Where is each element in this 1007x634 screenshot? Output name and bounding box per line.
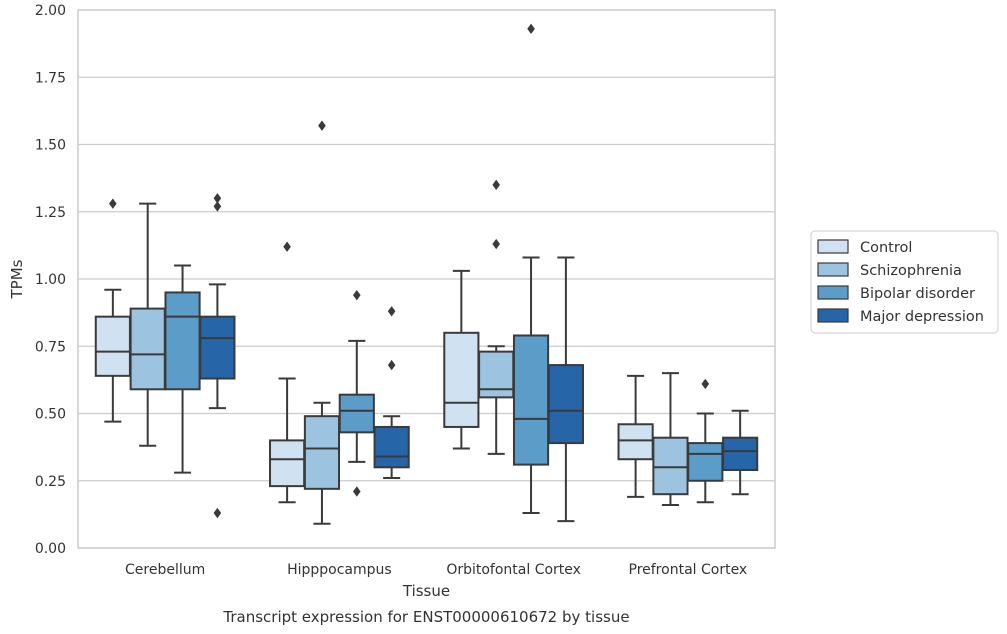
x-tick-label: Prefrontal Cortex [629, 562, 748, 578]
y-tick-label: 0.00 [35, 541, 66, 557]
box-bipolar-disorder [512, 23, 550, 515]
box-major-depression [199, 193, 236, 519]
legend: Control Schizophrenia Bipolar disorder Majo… [810, 230, 999, 334]
box-body [94, 315, 131, 377]
box-major-depression [373, 306, 410, 480]
x-tick-label: Cerebellum [125, 562, 205, 578]
y-tick-label: 1.25 [35, 205, 66, 221]
outlier-point [527, 23, 535, 35]
box-bipolar-disorder [687, 378, 724, 504]
legend-swatch [817, 308, 849, 323]
chart-caption: Transcript expression for ENST0000061067… [222, 608, 629, 626]
legend-label: Control [860, 240, 912, 256]
x-axis-ticks: Cerebellum Hipppocampus Orbitofontal Corte… [125, 562, 747, 578]
outlier-point [213, 193, 222, 204]
box-schizophrenia [652, 372, 689, 506]
plot-frame [77, 9, 776, 549]
box-schizophrenia [478, 179, 515, 455]
outlier-point [283, 241, 291, 252]
box-major-depression [722, 409, 759, 496]
y-axis-label: TPMs [8, 259, 26, 299]
box-schizophrenia [303, 120, 341, 525]
box-body [687, 442, 724, 482]
box-body [652, 436, 689, 496]
legend-label: Bipolar disorder [860, 286, 975, 302]
outlier-point [492, 179, 500, 191]
box-control [94, 198, 131, 423]
y-tick-label: 2.00 [35, 3, 66, 19]
box-control [443, 269, 480, 450]
box-body [617, 423, 654, 461]
box-body [199, 315, 236, 380]
outlier-point [492, 238, 500, 250]
outlier-point [353, 289, 361, 301]
y-axis-ticks: 0.00 0.25 0.50 0.75 1.00 1.25 1.50 1.75 2.00 [35, 3, 66, 557]
box-body [478, 350, 515, 399]
legend-label: Schizophrenia [860, 263, 962, 279]
y-tick-label: 0.75 [35, 339, 66, 355]
box-major-depression [547, 256, 584, 523]
legend-swatch [817, 262, 849, 277]
x-tick-label: Orbitofontal Cortex [446, 562, 581, 578]
box-body [269, 439, 306, 488]
legend-label: Major depression [860, 309, 984, 325]
outlier-point [701, 378, 710, 390]
box-body [129, 307, 166, 391]
y-tick-label: 0.25 [35, 474, 66, 490]
box-bipolar-disorder [338, 289, 375, 497]
outlier-point [213, 201, 222, 212]
outlier-point [213, 507, 222, 519]
box-schizophrenia [129, 202, 166, 447]
outlier-point [353, 486, 361, 497]
box-bipolar-disorder [164, 264, 201, 474]
box-control [269, 241, 306, 504]
outlier-point [318, 120, 326, 131]
legend-swatch [817, 285, 849, 300]
box-control [617, 374, 654, 498]
y-tick-label: 0.50 [35, 407, 66, 423]
box-body [722, 436, 759, 471]
legend-frame [810, 230, 999, 334]
legend-swatch [817, 239, 849, 254]
outlier-point [109, 198, 117, 209]
box-body [547, 364, 584, 445]
box-body [164, 291, 201, 391]
y-tick-label: 1.75 [35, 70, 66, 86]
outlier-point [387, 306, 396, 317]
box-body [338, 393, 375, 434]
x-axis-label: Tissue [402, 582, 450, 600]
box-body [512, 334, 550, 466]
y-tick-label: 1.50 [35, 138, 66, 154]
plot-area [94, 23, 759, 525]
box-body [373, 425, 410, 469]
box-body [443, 331, 480, 428]
y-tick-label: 1.00 [35, 272, 66, 288]
outlier-point [387, 359, 396, 371]
x-tick-label: Hipppocampus [287, 562, 392, 578]
box-body [303, 415, 341, 490]
